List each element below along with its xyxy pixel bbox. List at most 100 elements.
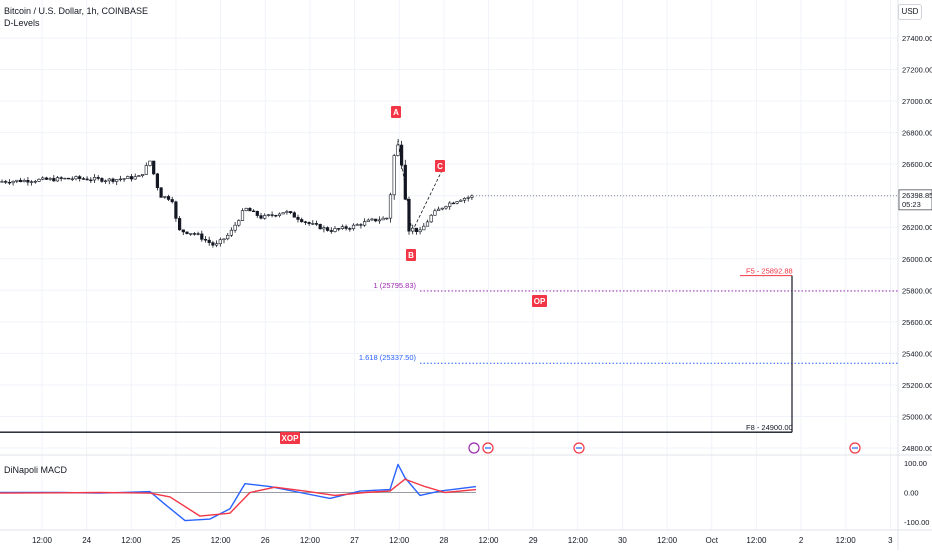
candle-up: [215, 243, 219, 246]
f5-label: F5 - 25892.88: [746, 267, 793, 276]
candle-up: [148, 160, 152, 166]
candle-down: [178, 218, 182, 231]
candle-up: [448, 202, 452, 207]
candle-up: [137, 175, 141, 177]
candle-up: [455, 201, 459, 204]
candle-up: [74, 176, 78, 180]
time-tick-label: Oct: [706, 536, 719, 545]
candle-up: [355, 224, 359, 226]
candle-down: [307, 222, 311, 224]
candle-down: [7, 181, 12, 184]
candle-down: [403, 164, 407, 200]
candle-up: [392, 155, 396, 196]
time-tick-label: 12:00: [211, 536, 232, 545]
candle-up: [144, 165, 148, 175]
price-tick-label: 25600.00: [902, 318, 932, 327]
candle-up: [362, 221, 367, 226]
candle-down: [174, 201, 178, 219]
candle-down: [26, 180, 30, 183]
candle-up: [189, 233, 193, 235]
candle-up: [240, 210, 245, 221]
candle-down: [85, 178, 89, 181]
f8-label: F8 - 24900.00: [746, 423, 793, 432]
candle-up: [233, 224, 237, 231]
time-tick-label: 3: [888, 536, 893, 545]
price-tick-label: 27000.00: [902, 97, 932, 106]
candle-up: [237, 220, 241, 226]
candle-up: [107, 178, 111, 182]
candle-up: [436, 208, 441, 212]
candle-down: [152, 160, 156, 175]
candle-up: [377, 219, 382, 222]
candle-down: [100, 178, 104, 182]
candle-down: [296, 216, 300, 220]
candle-down: [129, 176, 134, 180]
candle-up: [163, 196, 167, 198]
candle-down: [203, 239, 208, 241]
candle-up: [122, 178, 126, 180]
candle-up: [411, 227, 415, 232]
candle-up: [33, 181, 37, 183]
indicator-name[interactable]: D-Levels: [4, 18, 40, 28]
candle-down: [181, 229, 185, 233]
time-tick-label: 12:00: [121, 536, 142, 545]
candle-up: [425, 221, 430, 227]
candle-up: [222, 238, 226, 241]
candle-up: [396, 144, 400, 156]
candle-up: [385, 217, 389, 220]
candle-up: [115, 179, 119, 182]
candle-up: [218, 239, 222, 244]
tag-layer: A B C OP XOP: [280, 106, 861, 454]
price-tick-label: 25200.00: [902, 381, 932, 390]
candle-up: [226, 234, 230, 240]
candle-up: [466, 197, 470, 199]
time-tick-label: 12:00: [657, 536, 678, 545]
candle-down: [18, 179, 23, 183]
op-fib-label: 1 (25795.83): [373, 281, 416, 290]
price-tick-label: 26600.00: [902, 160, 932, 169]
candle-down: [344, 226, 348, 229]
time-tick-label: 29: [529, 536, 538, 545]
time-tick-label: 24: [82, 536, 91, 545]
candle-down: [192, 233, 197, 235]
candle-up: [311, 223, 315, 225]
candle-up: [55, 177, 60, 182]
candle-up: [104, 180, 108, 182]
macd-label[interactable]: DiNapoli MACD: [4, 465, 68, 475]
price-tick-label: 27400.00: [902, 34, 932, 43]
candle-down: [44, 177, 48, 180]
symbol-title[interactable]: Bitcoin / U.S. Dollar, 1h, COINBASE: [4, 6, 149, 16]
macd-layer: [0, 463, 477, 522]
wave-label-c-box: [435, 160, 445, 172]
candle-up: [470, 195, 474, 198]
candle-up: [429, 214, 433, 223]
candle-up: [15, 179, 19, 182]
time-tick-label: 26: [261, 536, 270, 545]
candle-down: [414, 227, 419, 233]
xop-tag-box: [280, 432, 300, 444]
candle-down: [52, 178, 56, 182]
candle-up: [333, 228, 337, 232]
macd-blue-line: [0, 463, 477, 522]
op-tag: OP: [534, 297, 546, 306]
candle-up: [48, 178, 52, 180]
candle-down: [166, 196, 171, 200]
candle-down: [96, 177, 100, 179]
wave-label-b-box: [406, 249, 416, 261]
candle-down: [252, 210, 256, 213]
price-tick-label: 27200.00: [902, 66, 932, 75]
candle-down: [67, 177, 71, 180]
candle-up: [459, 199, 463, 202]
candle-down: [89, 179, 93, 182]
candle-up: [70, 178, 74, 180]
price-tick-label: 26800.00: [902, 129, 932, 138]
candle-up: [266, 214, 271, 216]
candle-down: [325, 227, 330, 231]
currency-button[interactable]: USD: [898, 4, 922, 20]
candle-down: [318, 224, 322, 230]
wave-label-a: A: [393, 108, 399, 117]
candle-up: [433, 210, 437, 216]
